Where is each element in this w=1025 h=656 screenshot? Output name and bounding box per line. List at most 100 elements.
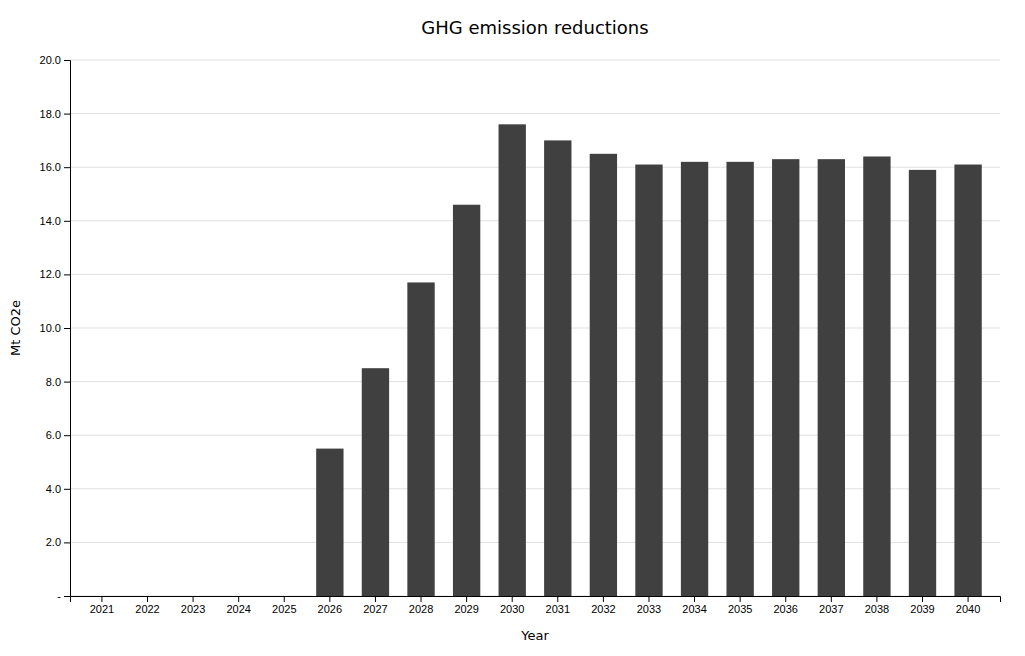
x-tick-label: 2033 [637, 603, 661, 615]
y-tick: - [57, 590, 70, 602]
x-axis: 2021 2022 2023 2024 2025 2026 2027 2028 2029 2030… [71, 596, 1001, 615]
x-tick: 2032 [591, 596, 615, 615]
y-tick-label: 4.0 [46, 483, 61, 495]
bar [179, 596, 206, 597]
x-tick-mark [922, 596, 923, 602]
y-tick-mark [64, 60, 70, 61]
x-tick: 2036 [773, 596, 797, 615]
y-tick-mark [64, 274, 70, 275]
x-tick-label: 2028 [409, 603, 433, 615]
y-tick-mark [64, 114, 70, 115]
y-tick-mark [64, 221, 70, 222]
grid-line [70, 328, 1000, 329]
y-tick-label: - [57, 590, 61, 602]
x-tick: 2024 [226, 596, 250, 615]
grid-line [70, 542, 1000, 543]
bar [681, 162, 708, 596]
bar [772, 159, 799, 596]
x-tick-label: 2036 [773, 603, 797, 615]
x-tick: 2030 [500, 596, 524, 615]
y-tick-label: 2.0 [46, 536, 61, 548]
x-tick-label: 2024 [226, 603, 250, 615]
bar [362, 368, 389, 596]
y-tick: 14.0 [40, 215, 70, 227]
x-tick: 2022 [135, 596, 159, 615]
y-tick-label: 6.0 [46, 429, 61, 441]
y-tick-mark [64, 542, 70, 543]
x-tick-mark [557, 596, 558, 602]
bar [316, 449, 343, 596]
x-tick: 2031 [546, 596, 570, 615]
title: GHG emission reductions [421, 17, 648, 38]
grid-line [70, 113, 1000, 114]
bar [134, 596, 161, 597]
grid [70, 60, 1000, 596]
x-tick: 2021 [90, 596, 114, 615]
bar [407, 282, 434, 596]
y-axis: -2.04.06.08.010.012.014.016.018.020.0 [40, 54, 71, 602]
x-tick: 2023 [181, 596, 205, 615]
x-tick: 2029 [454, 596, 478, 615]
x-tick-label: 2022 [135, 603, 159, 615]
x-tick: 2035 [728, 596, 752, 615]
x-tick: 2025 [272, 596, 296, 615]
bar [544, 140, 571, 596]
chart: 2021 2022 2023 2024 2025 2026 2027 2028 2029 2030… [0, 0, 1025, 656]
bar [453, 205, 480, 596]
x-tick-label: 2029 [454, 603, 478, 615]
x-tick-label: 2025 [272, 603, 296, 615]
bar [225, 596, 252, 597]
x-tick: 2038 [865, 596, 889, 615]
y-axis-title: Mt CO2e [8, 300, 23, 356]
x-tick-label: 2035 [728, 603, 752, 615]
x-tick-mark [968, 596, 969, 602]
x-tick-mark [512, 596, 513, 602]
x-tick: 2039 [910, 596, 934, 615]
x-tick-label: 2026 [318, 603, 342, 615]
x-axis-title: Year [520, 628, 549, 643]
grid-line [70, 274, 1000, 275]
y-tick-label: 18.0 [40, 108, 61, 120]
grid-line [70, 381, 1000, 382]
x-tick-mark [284, 596, 285, 602]
bar [635, 165, 662, 596]
x-tick-label: 2034 [682, 603, 706, 615]
y-tick-label: 8.0 [46, 376, 61, 388]
x-tick-mark [648, 596, 649, 602]
y-tick-label: 14.0 [40, 215, 61, 227]
x-tick-mark [740, 596, 741, 602]
bar [271, 596, 298, 597]
x-tick: 2028 [409, 596, 433, 615]
y-tick-mark [64, 382, 70, 383]
bar [954, 165, 981, 596]
grid-line [70, 488, 1000, 489]
y-tick: 18.0 [40, 108, 70, 120]
x-tick: 2034 [682, 596, 706, 615]
x-tick-label: 2027 [363, 603, 387, 615]
x-tick-label: 2023 [181, 603, 205, 615]
x-tick-mark [831, 596, 832, 602]
grid-line [70, 220, 1000, 221]
y-tick: 8.0 [46, 376, 70, 388]
x-tick-label: 2032 [591, 603, 615, 615]
bars [316, 124, 982, 596]
x-tick-mark [193, 596, 194, 602]
grid-line [70, 435, 1000, 436]
bar [909, 170, 936, 596]
x-tick: 2040 [956, 596, 980, 615]
x-tick-mark [101, 596, 102, 602]
y-tick-label: 12.0 [40, 268, 61, 280]
grid-line [70, 60, 1000, 61]
y-tick: 12.0 [40, 268, 70, 280]
x-tick-label: 2039 [910, 603, 934, 615]
x-tick-label: 2038 [865, 603, 889, 615]
x-tick-mark [876, 596, 877, 602]
x-tick-mark [147, 596, 148, 602]
x-tick: 2027 [363, 596, 387, 615]
x-axis-line [71, 597, 1001, 603]
plot: 2021 2022 2023 2024 2025 2026 2027 2028 2029 2030… [40, 54, 1001, 615]
y-tick: 10.0 [40, 322, 70, 334]
bar [88, 596, 115, 597]
grid-line [70, 167, 1000, 168]
x-tick-mark [694, 596, 695, 602]
